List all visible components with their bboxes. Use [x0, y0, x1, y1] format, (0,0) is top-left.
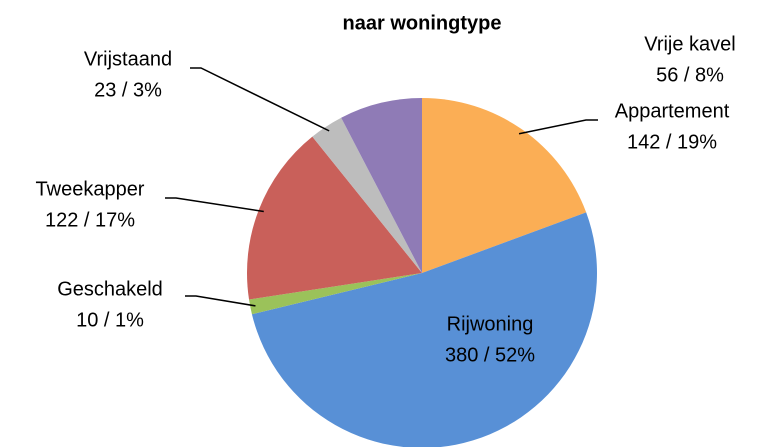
pie-slice — [422, 98, 587, 273]
slice-label: Vrije kavel — [644, 33, 736, 55]
slice-value-label: 142 / 19% — [627, 131, 717, 153]
slice-label: Rijwoning — [447, 313, 534, 335]
leader-line — [518, 119, 598, 135]
slice-value-label: 23 / 3% — [94, 79, 162, 101]
slice-value-label: 56 / 8% — [656, 64, 724, 86]
pie-slice — [249, 273, 422, 315]
pie-slice — [251, 212, 597, 447]
pie-slice — [247, 136, 422, 300]
pie-slice — [312, 117, 422, 273]
slice-value-label: 380 / 52% — [445, 344, 535, 366]
slice-value-label: 10 / 1% — [76, 309, 144, 331]
chart-title: naar woningtype — [343, 12, 502, 34]
slice-label: Geschakeld — [57, 278, 163, 300]
slice-label: Tweekapper — [36, 178, 145, 200]
slice-label: Vrijstaand — [84, 48, 172, 70]
leader-line — [185, 295, 256, 307]
slice-label: Appartement — [615, 100, 730, 122]
slice-value-label: 122 / 17% — [45, 209, 135, 231]
leader-line — [165, 197, 264, 213]
leader-line — [190, 67, 330, 132]
pie-slice — [341, 98, 422, 273]
